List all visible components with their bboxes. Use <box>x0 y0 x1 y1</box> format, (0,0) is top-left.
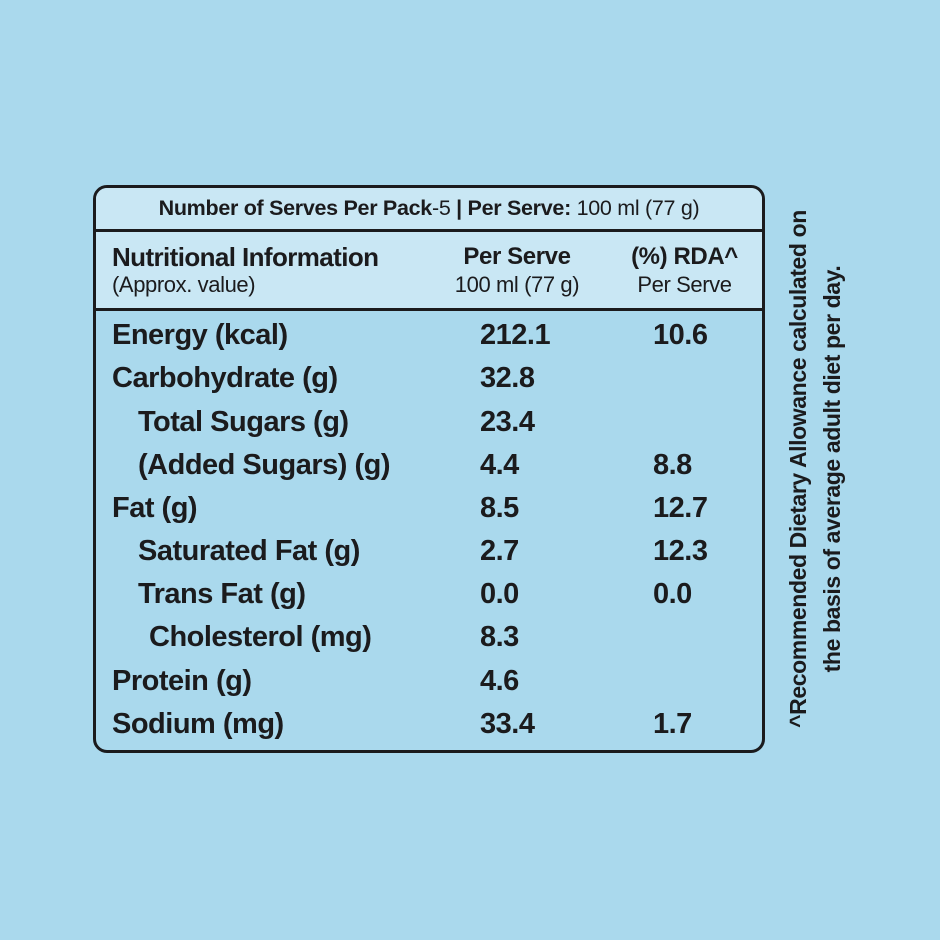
per-serve-amount: 2.7 <box>480 535 519 568</box>
rda-percent: 1.7 <box>653 707 692 740</box>
nutrient-label: Total Sugars (g) <box>138 405 349 438</box>
column-header-row: Nutritional Information (Approx. value) … <box>96 232 762 311</box>
nutrition-rows: Energy (kcal) 212.1 10.6 Carbohydrate (g… <box>96 311 762 750</box>
table-row: Cholesterol (mg) 8.3 <box>96 616 762 658</box>
rda-percent: 0.0 <box>653 578 692 611</box>
per-serve-amount: 32.8 <box>480 362 535 395</box>
rda-percent: 8.8 <box>653 448 692 481</box>
table-row: Energy (kcal) 212.1 10.6 <box>96 314 762 356</box>
table-row: Total Sugars (g) 23.4 <box>96 401 762 443</box>
nutrient-label: Sodium (mg) <box>112 707 284 740</box>
rda-percent: 10.6 <box>653 319 708 352</box>
column-subtitle-approx-value: (Approx. value) <box>112 272 256 297</box>
column-title-rda: (%) RDA^ <box>631 243 738 270</box>
rda-footnote-line-2: the basis of average adult diet per day. <box>819 265 845 673</box>
table-row: Saturated Fat (g) 2.7 12.3 <box>96 530 762 572</box>
table-row: Fat (g) 8.5 12.7 <box>96 487 762 529</box>
column-subtitle-rda-per-serve: Per Serve <box>637 272 732 297</box>
column-subtitle-serving-size: 100 ml (77 g) <box>454 272 580 297</box>
rda-percent: 12.7 <box>653 491 708 524</box>
nutrition-label: Number of Serves Per Pack -5 | Per Serve:… <box>93 185 765 753</box>
per-serve-amount: 23.4 <box>480 405 535 438</box>
table-row: Carbohydrate (g) 32.8 <box>96 357 762 399</box>
rda-percent <box>607 660 762 702</box>
rda-footnote-area: ^Recommended Dietary Allowance calculate… <box>770 185 860 753</box>
per-serve-amount: 8.3 <box>480 621 519 654</box>
nutrient-label: (Added Sugars) (g) <box>138 448 391 481</box>
serves-per-pack-value: -5 <box>431 196 451 220</box>
nutrient-label: Protein (g) <box>112 664 252 697</box>
serves-per-pack-bar: Number of Serves Per Pack -5 | Per Serve:… <box>96 188 762 232</box>
nutrient-label: Energy (kcal) <box>112 319 288 352</box>
per-serve-amount: 33.4 <box>480 707 535 740</box>
column-per-serve: Per Serve 100 ml (77 g) <box>427 242 607 298</box>
nutrient-label: Fat (g) <box>112 491 198 524</box>
rda-footnote: ^Recommended Dietary Allowance calculate… <box>781 210 849 728</box>
column-nutritional-information: Nutritional Information (Approx. value) <box>96 242 427 298</box>
rda-percent: 12.3 <box>653 535 708 568</box>
table-row: (Added Sugars) (g) 4.4 8.8 <box>96 444 762 486</box>
per-serve-amount: 212.1 <box>480 319 551 352</box>
per-serve-amount: 4.6 <box>480 664 519 697</box>
per-serve-amount: 0.0 <box>480 578 519 611</box>
table-row: Sodium (mg) 33.4 1.7 <box>96 703 762 745</box>
rda-footnote-line-1: ^Recommended Dietary Allowance calculate… <box>785 210 811 728</box>
column-title-per-serve: Per Serve <box>463 243 571 270</box>
rda-percent <box>607 616 762 658</box>
per-serve-value: 100 ml (77 g) <box>576 196 700 220</box>
serves-per-pack-label: Number of Serves Per Pack <box>158 196 433 220</box>
nutrient-label: Trans Fat (g) <box>138 578 306 611</box>
table-row: Protein (g) 4.6 <box>96 660 762 702</box>
rda-percent <box>607 357 762 399</box>
rda-percent <box>607 401 762 443</box>
nutrient-label: Carbohydrate (g) <box>112 362 338 395</box>
nutrient-label: Cholesterol (mg) <box>149 621 372 654</box>
column-title-nutritional-information: Nutritional Information <box>112 242 379 272</box>
column-rda: (%) RDA^ Per Serve <box>607 242 762 298</box>
table-row: Trans Fat (g) 0.0 0.0 <box>96 573 762 615</box>
nutrient-label: Saturated Fat (g) <box>138 535 360 568</box>
per-serve-amount: 8.5 <box>480 491 519 524</box>
per-serve-amount: 4.4 <box>480 448 519 481</box>
per-serve-label: | Per Serve: <box>450 196 577 220</box>
